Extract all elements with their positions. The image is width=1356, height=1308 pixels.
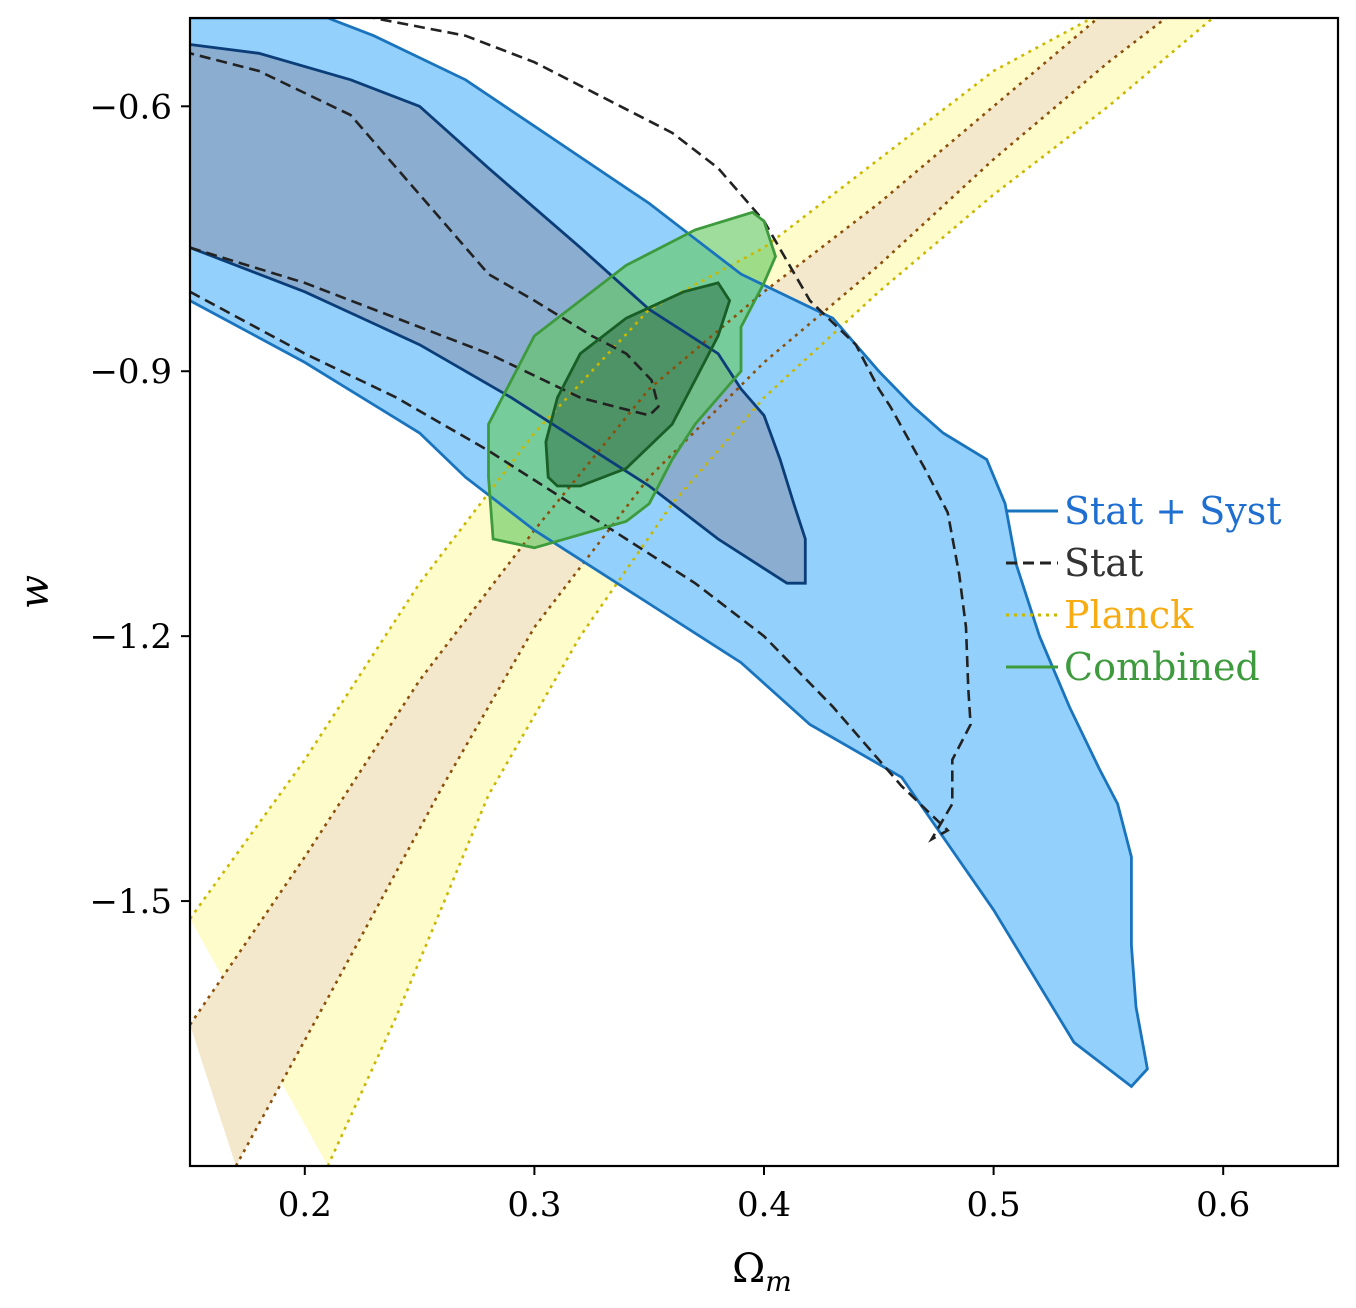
- legend-label: Combined: [1064, 645, 1260, 689]
- x-tick-label: 0.2: [278, 1185, 332, 1225]
- x-axis-ticks: 0.2 0.3 0.4 0.5 0.6: [278, 1166, 1250, 1225]
- combined-1sigma-line: [544, 281, 732, 488]
- x-tick-label: 0.6: [1196, 1185, 1250, 1225]
- planck-inner-upper-line: [190, 18, 1101, 1026]
- x-tick-label: 0.4: [737, 1185, 791, 1225]
- stat-syst-1sigma-line: [190, 43, 807, 585]
- y-tick-label: −0.9: [89, 352, 172, 392]
- contour-lines: [190, 18, 1215, 1166]
- legend-label: Stat: [1064, 541, 1143, 585]
- combined-2sigma-line: [487, 210, 777, 550]
- x-tick-label: 0.3: [507, 1185, 561, 1225]
- y-tick-label: −1.5: [89, 882, 172, 922]
- stat-2sigma-line: [190, 18, 972, 843]
- contour-fills: [190, 18, 1213, 1166]
- x-axis-title: Ωm: [732, 1246, 792, 1298]
- planck-outer-upper-line: [190, 18, 1095, 920]
- stat-1sigma-line: [190, 52, 660, 417]
- y-axis-ticks: −0.6 −0.9 −1.2 −1.5: [89, 87, 190, 922]
- y-tick-label: −1.2: [89, 617, 172, 657]
- legend-label: Planck: [1064, 593, 1194, 637]
- combined-2sigma-fill: [488, 212, 776, 548]
- legend-label: Stat + Syst: [1064, 489, 1282, 533]
- y-tick-label: −0.6: [89, 87, 172, 127]
- planck-inner-band: [190, 18, 1166, 1166]
- planck-outer-band: [190, 18, 1213, 1166]
- legend: Stat + Syst Stat Planck Combined: [1006, 489, 1282, 689]
- x-tick-label: 0.5: [967, 1185, 1021, 1225]
- y-axis-title: w: [12, 575, 58, 609]
- combined-1sigma-fill: [545, 282, 730, 486]
